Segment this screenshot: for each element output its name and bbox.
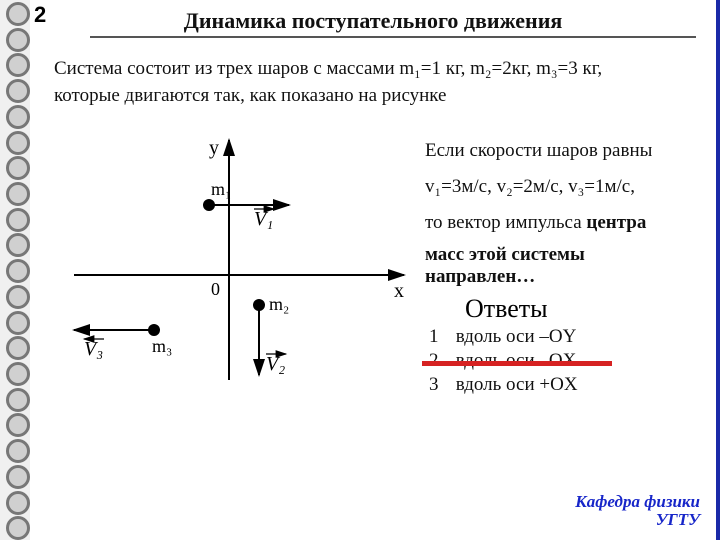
binder-ring — [6, 336, 30, 360]
answers-title: Ответы — [465, 294, 696, 324]
binder-ring — [6, 491, 30, 515]
problem-line2: которые двигаются так, как показано на р… — [54, 83, 692, 110]
slide-page: 2 Динамика поступательного движения Сист… — [30, 0, 716, 540]
footer-line2: УГТУ — [575, 511, 700, 530]
svg-text:x: x — [394, 280, 404, 302]
binder-ring — [6, 182, 30, 206]
svg-text:V₁: V₁ — [254, 208, 273, 230]
problem-text: Система состоит из трех шаров с массами … — [54, 56, 692, 109]
right-edge-strip — [716, 0, 720, 540]
binder-ring — [6, 516, 30, 540]
binder-ring — [6, 285, 30, 309]
cond-line2: v₁=3м/с, v₂=2м/с, v₃=1м/с, — [425, 176, 696, 198]
binder-ring — [6, 233, 30, 257]
footer-line1: Кафедра физики — [575, 493, 700, 512]
binder-ring — [6, 28, 30, 52]
binder-ring — [6, 105, 30, 129]
title-underline — [90, 36, 696, 38]
binder-ring — [6, 79, 30, 103]
binder-ring — [6, 439, 30, 463]
binder-ring — [6, 465, 30, 489]
binder-ring — [6, 413, 30, 437]
correct-answer-underline — [422, 361, 612, 366]
cond-line4: масс этой системы направлен… — [425, 244, 696, 288]
binder-ring — [6, 362, 30, 386]
cond-line1: Если скорости шаров равны — [425, 140, 696, 162]
svg-text:0: 0 — [211, 279, 220, 299]
binder-ring — [6, 388, 30, 412]
right-panel: Если скорости шаров равны v₁=3м/с, v₂=2м… — [425, 140, 696, 398]
binder-ring — [6, 53, 30, 77]
svg-text:m₁: m₁ — [211, 179, 231, 199]
binder-ring — [6, 131, 30, 155]
binder-ring — [6, 208, 30, 232]
problem-line1: Система состоит из трех шаров с массами … — [54, 56, 692, 83]
svg-text:V₃: V₃ — [84, 338, 103, 360]
answer-row: 1 вдоль оси –OY — [429, 326, 696, 348]
svg-text:m₂: m₂ — [269, 294, 289, 314]
ring-binder — [0, 0, 30, 540]
svg-text:V₂: V₂ — [266, 353, 285, 375]
binder-ring — [6, 311, 30, 335]
cond-line3: то вектор импульса центра — [425, 212, 696, 234]
slide-title: Динамика поступательного движения — [30, 8, 716, 34]
binder-ring — [6, 156, 30, 180]
vector-diagram: 0 x y m₁ V₁ m₂ V₂ m₃ V₃ — [54, 130, 414, 410]
binder-ring — [6, 2, 30, 26]
footer: Кафедра физики УГТУ — [575, 493, 700, 530]
svg-text:y: y — [209, 137, 219, 159]
svg-text:m₃: m₃ — [152, 336, 172, 356]
binder-ring — [6, 259, 30, 283]
answer-row: 3 вдоль оси +OX — [429, 374, 696, 396]
